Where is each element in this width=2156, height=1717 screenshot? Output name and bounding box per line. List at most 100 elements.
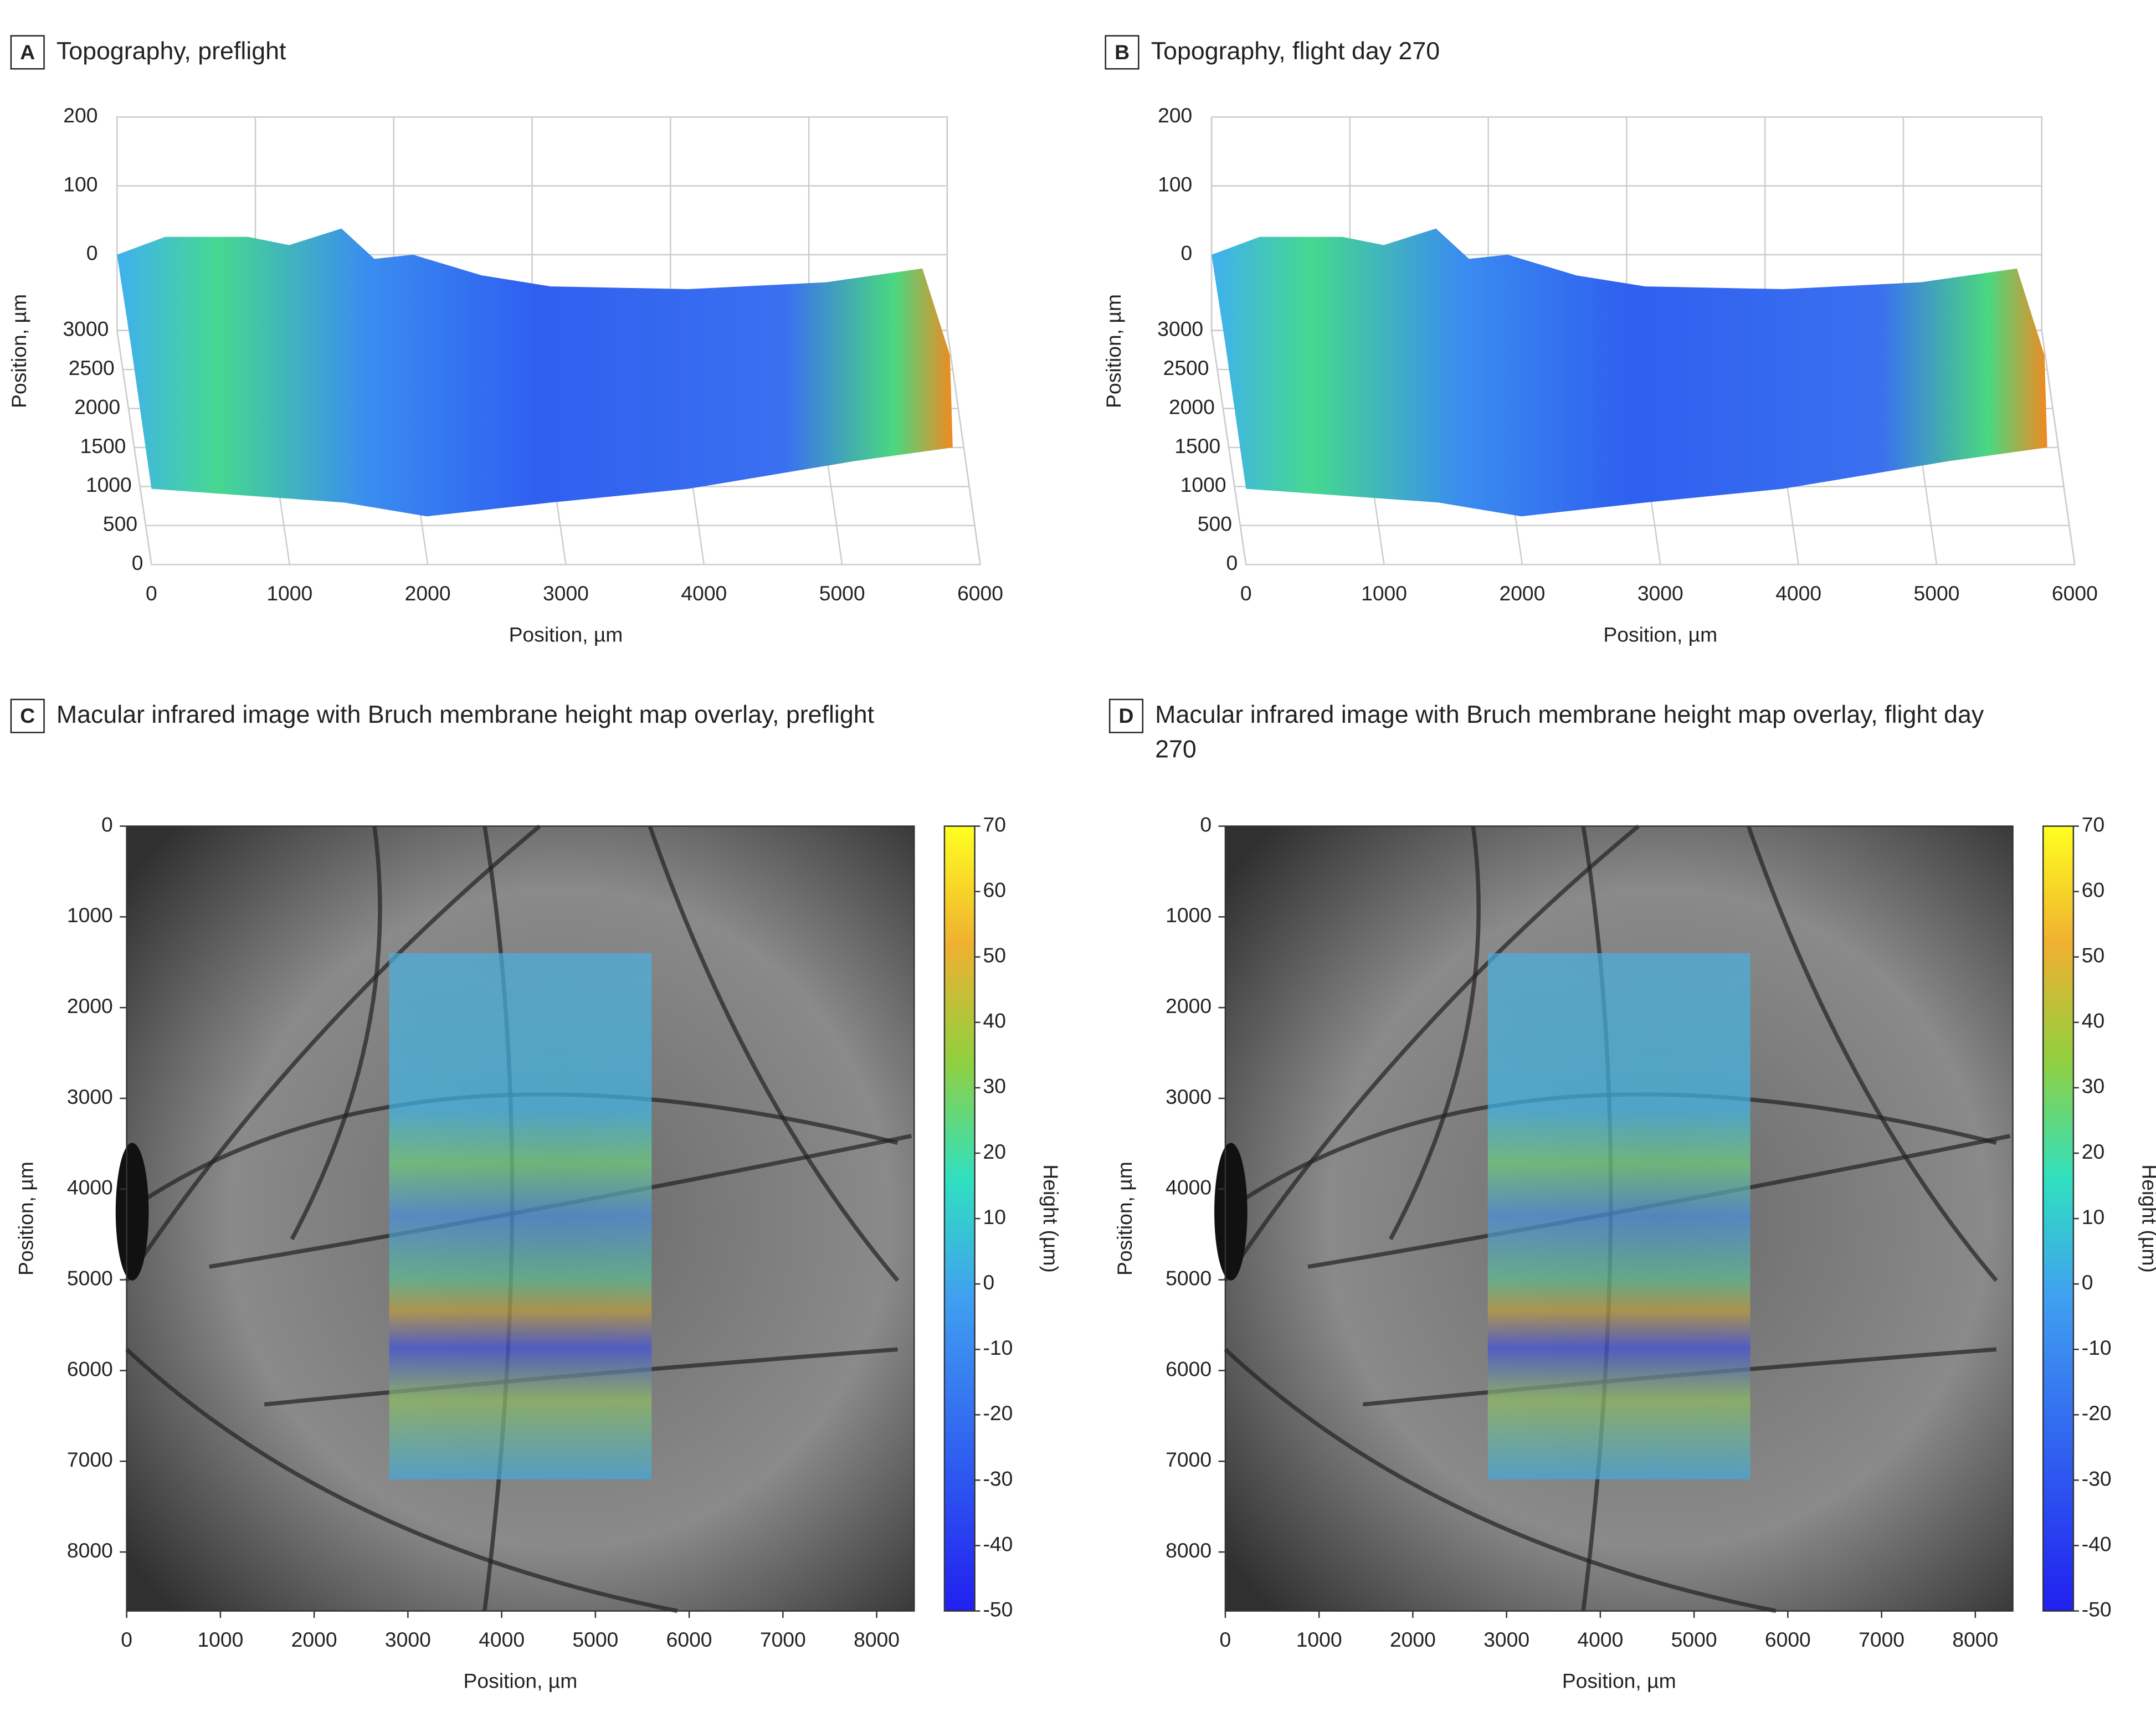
colorbar-tick-label: 20 [2082, 1140, 2104, 1163]
colorbar-tick-label: -50 [983, 1597, 1013, 1621]
colorbar-tick-label: 30 [983, 1075, 1006, 1098]
vessel [290, 826, 382, 1241]
colorbar-tick-label: 50 [2082, 944, 2104, 967]
x-tick-label: 2000 [291, 1628, 337, 1651]
colorbar-tick-label: 70 [983, 813, 1006, 836]
x-axis-label: Position, µm [1603, 623, 1717, 646]
z-tick-label: 0 [86, 241, 98, 265]
y-tick-label: 6000 [67, 1357, 113, 1380]
x-tick-label: 1000 [197, 1628, 243, 1651]
x-tick-label: 7000 [1859, 1628, 1905, 1651]
x-tick-label: 2000 [1499, 582, 1545, 605]
y-tick-label: 0 [1226, 551, 1238, 574]
y-axis-label: Position, µm [7, 294, 30, 408]
x-tick-label: 4000 [1775, 582, 1821, 605]
panel-letter: A [20, 40, 35, 64]
y-tick-label: 2500 [69, 356, 115, 379]
y-tick-label: 1000 [67, 903, 113, 927]
colorbar-tick-label: -20 [983, 1401, 1013, 1425]
colorbar-tick-label: 40 [2082, 1009, 2104, 1032]
x-tick-label: 1000 [266, 582, 312, 605]
height-map-overlay [389, 953, 652, 1480]
colorbar-tick-label: 50 [983, 944, 1006, 967]
z-tick-label: 200 [63, 104, 97, 127]
x-tick-label: 8000 [1952, 1628, 1998, 1651]
x-tick-label: 0 [121, 1628, 132, 1651]
vessel [125, 824, 541, 1282]
x-tick-label: 0 [1240, 582, 1252, 605]
y-tick-label: 7000 [67, 1448, 113, 1471]
y-axis-label: Position, µm [1113, 1161, 1136, 1276]
colorbar-tick-label: -10 [2082, 1336, 2112, 1359]
x-tick-label: 3000 [1483, 1628, 1529, 1651]
panel-letter-box [1105, 35, 1139, 70]
y-tick-label: 6000 [1166, 1357, 1212, 1380]
surface [117, 228, 953, 517]
vessel [648, 825, 900, 1282]
x-tick-label: 5000 [1671, 1628, 1717, 1651]
x-tick-label: 2000 [1390, 1628, 1436, 1651]
plot-frame [1224, 825, 2014, 1612]
y-tick-label: 0 [101, 813, 113, 836]
x-tick-label: 7000 [760, 1628, 806, 1651]
y-tick-label: 8000 [67, 1539, 113, 1562]
x-tick-label: 2000 [405, 582, 451, 605]
colorbar-tick-label: 40 [983, 1009, 1006, 1032]
vessel [1224, 1348, 1777, 1613]
y-tick-label: 3000 [63, 317, 109, 340]
optic-disc [1214, 1143, 1248, 1281]
y-tick-label: 1000 [86, 473, 132, 496]
panel-letter-box [10, 698, 45, 733]
x-tick-label: 4000 [479, 1628, 525, 1651]
x-tick-label: 4000 [1577, 1628, 1623, 1651]
plot-frame [126, 825, 915, 1612]
title-box: Macular infrared image with Bruch membra… [1155, 701, 1984, 763]
y-tick-label: 2000 [74, 395, 120, 418]
y-axis-label: Position, µm [1102, 294, 1125, 408]
colorbar-tick-label: 60 [2082, 878, 2104, 902]
colorbar-tick-label: 20 [983, 1140, 1006, 1163]
panel-letter-box [1108, 698, 1144, 733]
height-map-overlay [1487, 953, 1751, 1480]
y-axis-label: Position, µm [14, 1161, 38, 1276]
surface [1212, 228, 2047, 517]
y-tick-label: 1500 [1174, 434, 1220, 457]
y-tick-label: 3000 [1166, 1085, 1212, 1108]
z-tick-label: 0 [1181, 241, 1193, 265]
colorbar-tick-label: 10 [2082, 1205, 2104, 1228]
colorbar-tick-label: 60 [983, 878, 1006, 902]
x-axis-label: Position, µm [1562, 1669, 1676, 1693]
y-tick-label: 1000 [1166, 903, 1212, 927]
x-axis-label: Position, µm [509, 623, 623, 646]
colorbar [2042, 825, 2075, 1612]
panel-title: Macular infrared image with Bruch membra… [1155, 701, 1984, 763]
colorbar-tick-label: 0 [2082, 1271, 2093, 1294]
colorbar-tick-label: -20 [2082, 1401, 2112, 1425]
title-box: Macular infrared image with Bruch membra… [56, 701, 875, 729]
x-tick-label: 6000 [2052, 582, 2098, 605]
title-box: Topography, flight day 270 [1151, 37, 1440, 65]
colorbar-tick-label: 0 [983, 1271, 995, 1294]
y-tick-label: 2000 [67, 994, 113, 1017]
y-tick-label: 0 [1200, 813, 1212, 836]
panel-title: Topography, preflight [56, 37, 286, 65]
colorbar-tick-label: -40 [983, 1532, 1013, 1555]
y-tick-label: 8000 [1166, 1539, 1212, 1562]
x-tick-label: 1000 [1361, 582, 1407, 605]
y-tick-label: 5000 [1166, 1266, 1212, 1289]
x-tick-label: 5000 [819, 582, 865, 605]
x-tick-label: 6000 [957, 582, 1003, 605]
y-tick-label: 4000 [67, 1176, 113, 1199]
z-tick-label: 100 [1158, 172, 1192, 196]
y-tick-label: 2500 [1163, 356, 1209, 379]
panel-letter-box [10, 35, 45, 70]
z-tick-label: 200 [1158, 104, 1192, 127]
x-tick-label: 5000 [1914, 582, 1960, 605]
colorbar-tick-label: -30 [983, 1467, 1013, 1490]
panel-title: Macular infrared image with Bruch membra… [56, 701, 875, 729]
z-tick-label: 100 [63, 172, 97, 196]
y-tick-label: 1500 [80, 434, 126, 457]
x-tick-label: 0 [1220, 1628, 1231, 1651]
colorbar-tick-label: 70 [2082, 813, 2104, 836]
